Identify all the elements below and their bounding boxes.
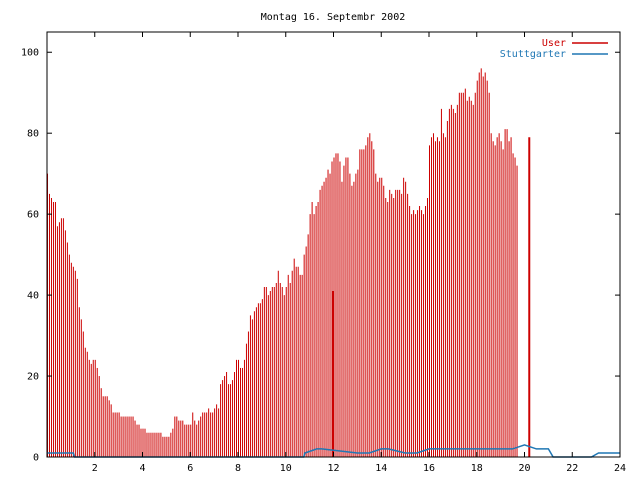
- y-tick-label: 0: [33, 453, 39, 464]
- legend-label-stuttgarter: Stuttgarter: [500, 49, 566, 60]
- x-tick-label: 20: [518, 463, 530, 474]
- y-tick-label: 80: [27, 129, 39, 140]
- x-tick-label: 16: [423, 463, 435, 474]
- x-tick-label: 8: [235, 463, 241, 474]
- x-axis: 2 4 6 8 10 12 14 16 18 20 22 24: [92, 32, 626, 474]
- y-tick-label: 100: [21, 48, 39, 59]
- y-tick-label: 40: [27, 291, 39, 302]
- x-tick-label: 2: [92, 463, 98, 474]
- y-tick-label: 20: [27, 372, 39, 383]
- y-axis: 0 20 40 60 80 100: [21, 48, 620, 464]
- x-tick-label: 22: [566, 463, 578, 474]
- y-tick-label: 60: [27, 210, 39, 221]
- x-tick-label: 12: [327, 463, 339, 474]
- user-spikes: [332, 137, 531, 457]
- chart-title: Montag 16. Septembr 2002: [261, 12, 406, 23]
- x-tick-label: 18: [471, 463, 483, 474]
- x-tick-label: 6: [187, 463, 193, 474]
- user-bars: [47, 68, 518, 457]
- stuttgarter-line: [47, 444, 620, 458]
- x-tick-label: 24: [614, 463, 626, 474]
- x-tick-label: 10: [280, 463, 292, 474]
- x-tick-label: 4: [139, 463, 145, 474]
- x-tick-label: 14: [375, 463, 387, 474]
- legend-label-user: User: [542, 38, 566, 49]
- legend: User Stuttgarter: [500, 38, 608, 60]
